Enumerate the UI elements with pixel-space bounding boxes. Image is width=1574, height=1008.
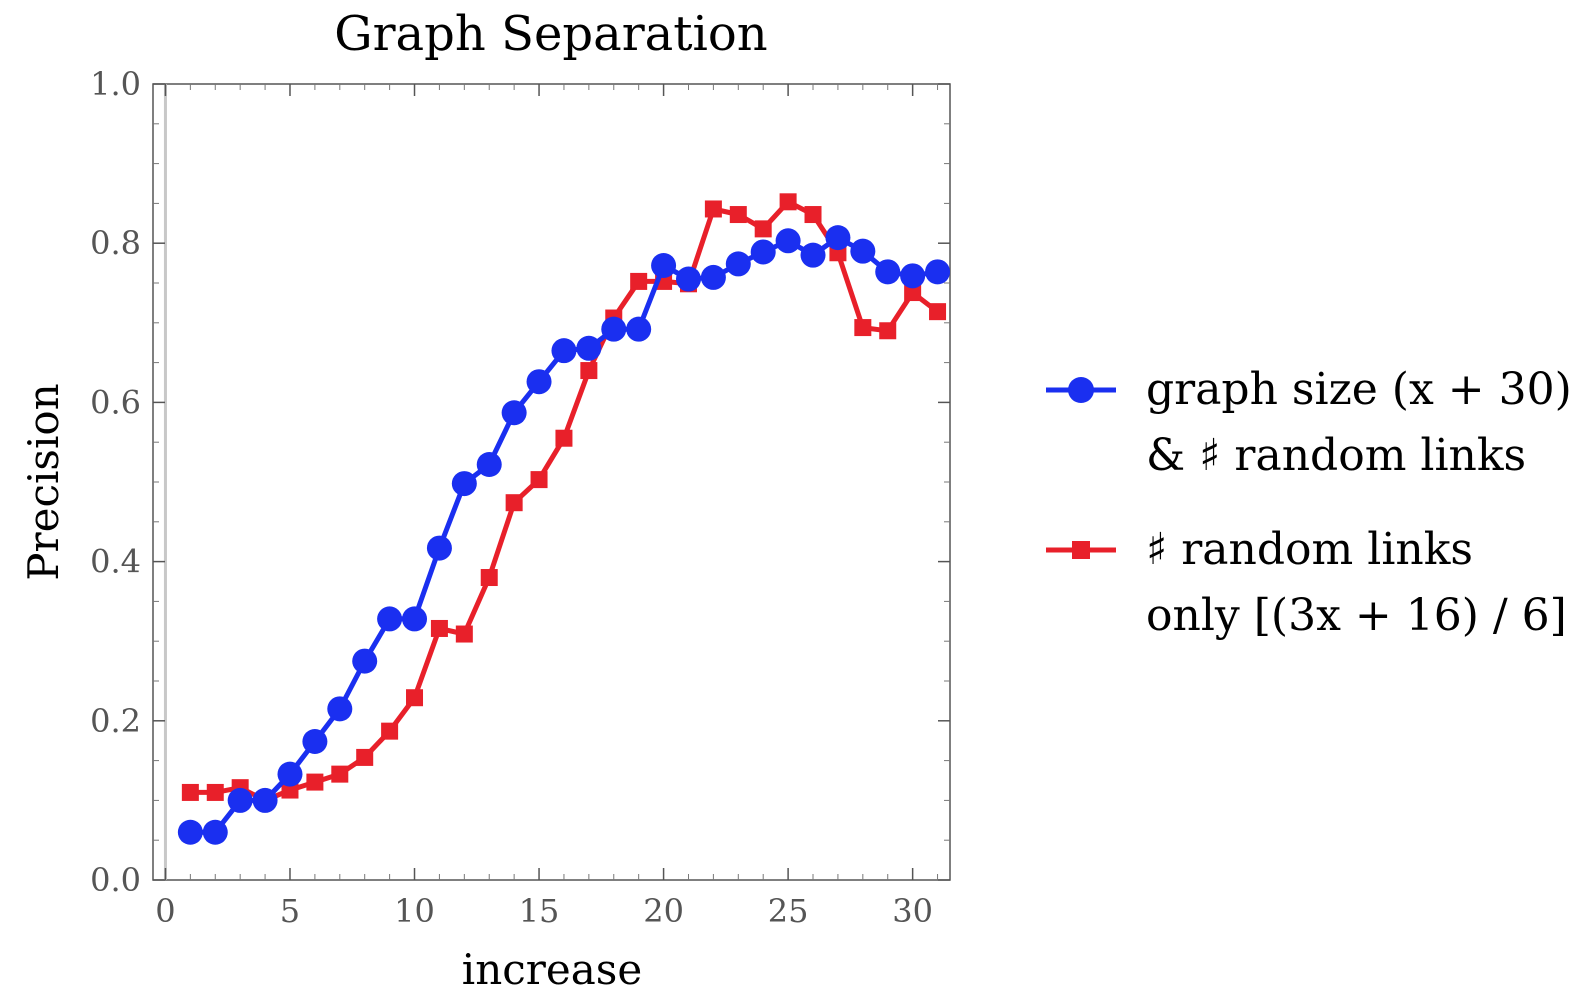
y-tick-label: 0.2 (90, 702, 141, 740)
series-2-point (480, 569, 498, 587)
series-2-point (455, 625, 473, 643)
series-1-line (190, 235, 938, 835)
y-tick-label: 0.0 (90, 861, 141, 899)
x-tick-label: 0 (155, 892, 175, 930)
series-1-point (202, 819, 228, 845)
series-1-point (526, 369, 552, 395)
series-2-point (406, 689, 424, 707)
series-1-point (302, 728, 328, 754)
legend-label-line: only [(3x + 16) / 6] (1146, 590, 1567, 641)
series-1-point (277, 761, 303, 787)
series-1-point (576, 335, 602, 361)
legend-entry-1: graph size (x + 30) & ♯ random links (1046, 364, 1572, 481)
plot-frame (152, 83, 951, 881)
series-2-point (306, 773, 324, 791)
series-2-point (929, 303, 947, 321)
series-1-point (252, 787, 278, 813)
series-1-point (925, 259, 951, 285)
series-1-point (900, 263, 926, 289)
series-1-point (177, 819, 203, 845)
series-1-point (426, 535, 452, 561)
series-1-point (725, 251, 751, 277)
series-1-point (675, 266, 701, 292)
series-2-point (779, 193, 797, 211)
series-2-point (704, 200, 722, 218)
series-1-point (451, 471, 477, 497)
chart-title: Graph Separation (334, 6, 767, 62)
x-tick-label: 5 (280, 892, 300, 930)
legend-swatch-marker (1068, 377, 1094, 403)
series-2-point (530, 471, 548, 489)
series-2-point (804, 206, 822, 224)
series-1-point (775, 228, 801, 254)
series-2-point (381, 722, 399, 740)
y-tick-label: 1.0 (90, 65, 141, 103)
series-1-point (850, 238, 876, 264)
legend: graph size (x + 30) & ♯ random links ♯ ran… (1046, 364, 1572, 641)
legend-label-line: graph size (x + 30) (1146, 364, 1572, 415)
series-1-point (402, 606, 428, 632)
series-1-point (601, 316, 627, 342)
x-axis: 0 5 10 15 20 25 30 (155, 84, 939, 930)
series-2-line (190, 199, 940, 803)
series-2-point (505, 494, 523, 512)
series-1-point (327, 696, 353, 722)
x-tick-label: 25 (768, 892, 809, 930)
y-tick-label: 0.4 (90, 543, 141, 581)
series-2-point (181, 783, 199, 801)
series-1-point (875, 259, 901, 285)
x-tick-label: 15 (519, 892, 560, 930)
y-tick-label: 0.8 (90, 224, 141, 262)
series-layer (177, 193, 951, 845)
x-tick-label: 30 (892, 892, 933, 930)
x-tick-label: 20 (643, 892, 684, 930)
legend-swatch-marker (1072, 541, 1090, 559)
series-1-point (227, 787, 253, 813)
series-2-point (904, 284, 922, 302)
legend-entry-2: ♯ random links only [(3x + 16) / 6] (1046, 524, 1567, 641)
x-axis-label: increase (462, 945, 642, 994)
series-2-point (356, 748, 374, 766)
plot-border (152, 83, 951, 881)
series-2-point (854, 319, 872, 337)
series-2-point (729, 206, 747, 224)
series-1-point (626, 316, 652, 342)
y-tick-label: 0.6 (90, 383, 141, 421)
series-1-point (700, 264, 726, 290)
legend-label-line: & ♯ random links (1146, 430, 1526, 481)
series-2-point (555, 429, 573, 447)
legend-label-line: ♯ random links (1146, 524, 1473, 575)
series-1-point (476, 451, 502, 477)
series-1-point (750, 239, 776, 265)
series-2 (181, 193, 947, 809)
x-tick-label: 10 (394, 892, 435, 930)
series-1-point (651, 252, 677, 278)
y-axis: 0.0 0.2 0.4 0.6 0.8 1.0 (90, 65, 950, 899)
series-2-point (630, 272, 648, 290)
series-1-point (377, 606, 403, 632)
series-1-point (352, 648, 378, 674)
series-1-point (825, 225, 851, 251)
series-1-point (501, 400, 527, 426)
series-1-point (800, 242, 826, 268)
series-2-point (331, 765, 349, 783)
series-1 (177, 225, 951, 845)
series-2-point (430, 619, 448, 637)
series-2-point (206, 783, 224, 801)
y-axis-label: Precision (19, 383, 68, 580)
series-2-point (580, 362, 598, 380)
series-2-point (879, 322, 897, 340)
series-2-point (754, 220, 772, 238)
series-1-point (551, 338, 577, 364)
